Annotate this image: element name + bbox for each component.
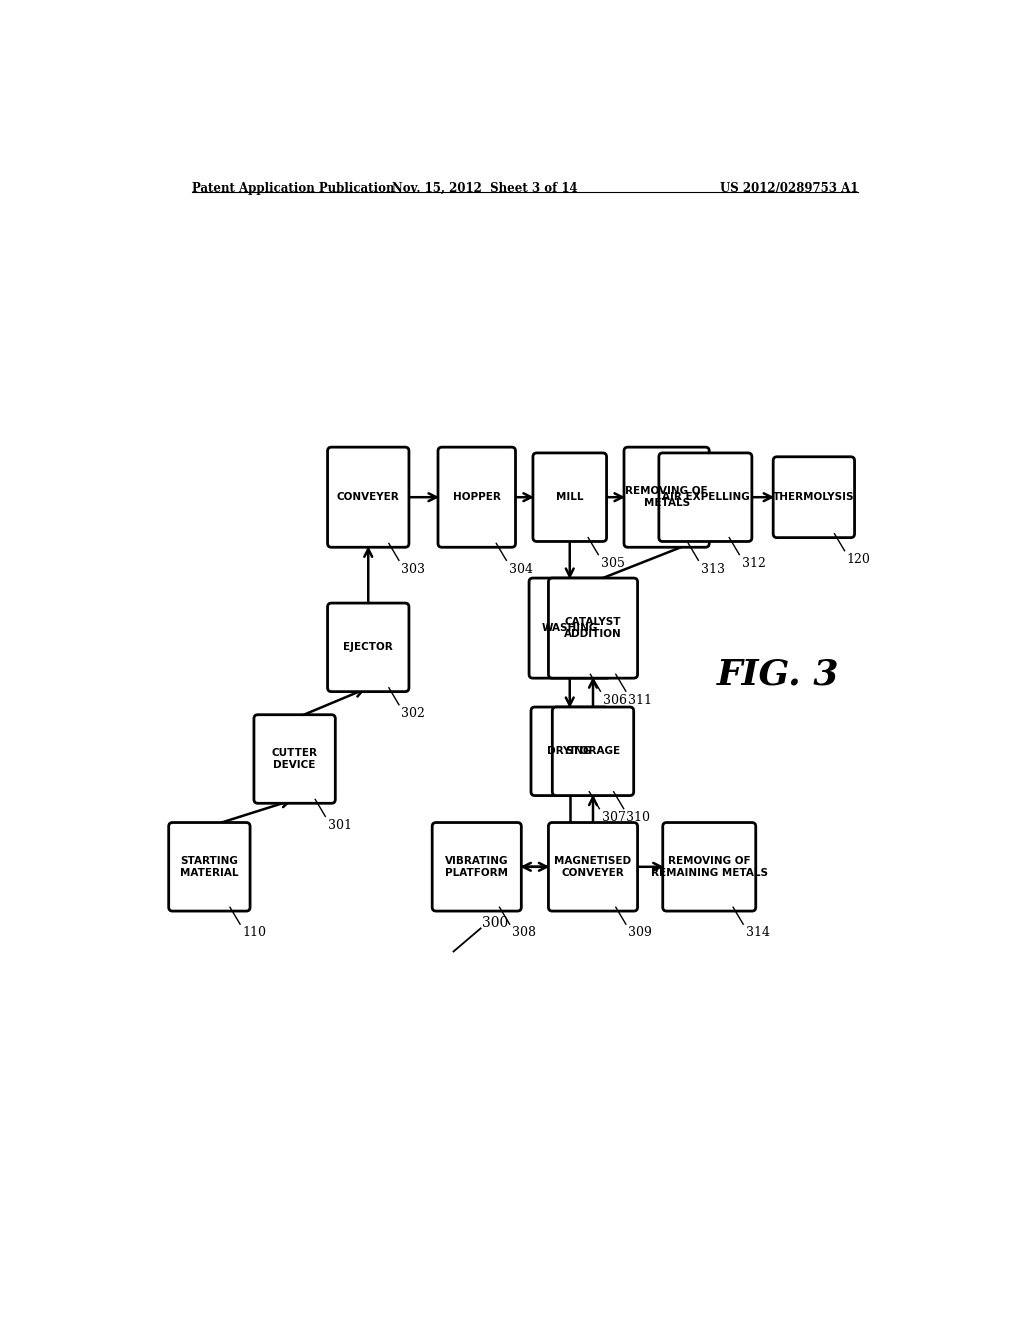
- Text: FIG. 3: FIG. 3: [717, 657, 840, 692]
- Text: Nov. 15, 2012  Sheet 3 of 14: Nov. 15, 2012 Sheet 3 of 14: [392, 182, 578, 194]
- Text: 300: 300: [482, 916, 509, 929]
- FancyBboxPatch shape: [531, 708, 608, 796]
- Text: 305: 305: [601, 557, 625, 570]
- Text: CUTTER
DEVICE: CUTTER DEVICE: [271, 748, 317, 770]
- Text: 303: 303: [401, 562, 425, 576]
- Text: VIBRATING
PLATFORM: VIBRATING PLATFORM: [445, 855, 509, 878]
- FancyBboxPatch shape: [658, 453, 752, 541]
- Text: 310: 310: [626, 810, 650, 824]
- Text: MILL: MILL: [556, 492, 584, 502]
- Text: 304: 304: [509, 562, 532, 576]
- FancyBboxPatch shape: [438, 447, 515, 548]
- Text: 308: 308: [512, 927, 536, 940]
- Text: EJECTOR: EJECTOR: [343, 643, 393, 652]
- Text: HOPPER: HOPPER: [453, 492, 501, 502]
- Text: 313: 313: [700, 562, 725, 576]
- Text: 314: 314: [745, 927, 769, 940]
- Text: MAGNETISED
CONVEYER: MAGNETISED CONVEYER: [554, 855, 632, 878]
- Text: DRYING: DRYING: [548, 746, 592, 756]
- FancyBboxPatch shape: [549, 578, 638, 678]
- Text: 110: 110: [243, 927, 266, 940]
- FancyBboxPatch shape: [773, 457, 855, 537]
- Text: 307: 307: [602, 810, 626, 824]
- Text: REMOVING OF
REMAINING METALS: REMOVING OF REMAINING METALS: [650, 855, 768, 878]
- FancyBboxPatch shape: [169, 822, 250, 911]
- Text: THERMOLYSIS: THERMOLYSIS: [773, 492, 855, 502]
- Text: STORAGE: STORAGE: [565, 746, 621, 756]
- Text: WASHING: WASHING: [542, 623, 598, 634]
- Text: CONVEYER: CONVEYER: [337, 492, 399, 502]
- Text: STARTING
MATERIAL: STARTING MATERIAL: [180, 855, 239, 878]
- Text: US 2012/0289753 A1: US 2012/0289753 A1: [720, 182, 858, 194]
- Text: REMOVING OF
METALS: REMOVING OF METALS: [626, 486, 708, 508]
- Text: 301: 301: [328, 818, 351, 832]
- FancyBboxPatch shape: [254, 714, 335, 804]
- Text: 312: 312: [741, 557, 766, 570]
- FancyBboxPatch shape: [549, 822, 638, 911]
- FancyBboxPatch shape: [529, 578, 610, 678]
- FancyBboxPatch shape: [532, 453, 606, 541]
- FancyBboxPatch shape: [328, 603, 409, 692]
- Text: 120: 120: [847, 553, 870, 566]
- FancyBboxPatch shape: [624, 447, 710, 548]
- FancyBboxPatch shape: [432, 822, 521, 911]
- Text: CATALYST
ADDITION: CATALYST ADDITION: [564, 618, 622, 639]
- Text: AIR EXPELLING: AIR EXPELLING: [662, 492, 750, 502]
- FancyBboxPatch shape: [328, 447, 409, 548]
- Text: 302: 302: [401, 708, 425, 719]
- FancyBboxPatch shape: [552, 708, 634, 796]
- Text: 306: 306: [603, 693, 627, 706]
- Text: 311: 311: [628, 693, 652, 706]
- Text: 309: 309: [628, 927, 652, 940]
- FancyBboxPatch shape: [663, 822, 756, 911]
- Text: Patent Application Publication: Patent Application Publication: [191, 182, 394, 194]
